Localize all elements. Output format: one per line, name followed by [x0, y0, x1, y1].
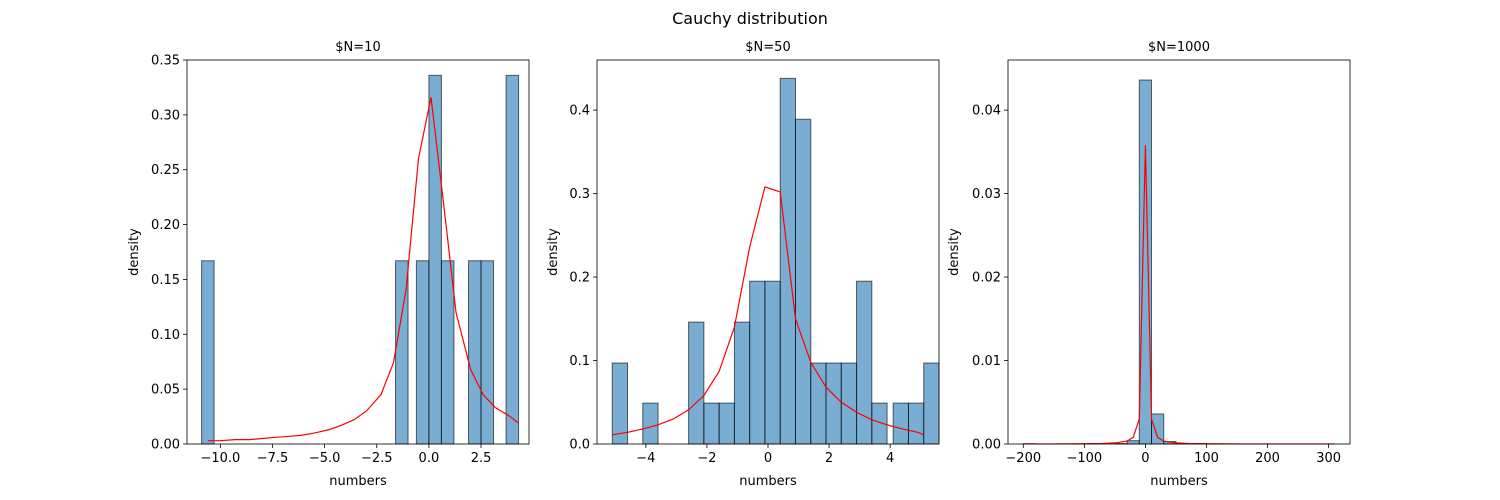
histogram-bar: [201, 260, 215, 445]
histogram-bar: [415, 260, 430, 445]
histogram-bar: [907, 402, 925, 445]
axes-frame: [186, 59, 530, 445]
histogram-bar: [480, 260, 495, 445]
histogram-panel-n10: $N=10 −10.0 −7.5 −5.0 −2.5 0.0 2.5 0.00 0.05 0.1…: [127, 40, 530, 489]
panel-title: $N=1000: [1148, 40, 1210, 55]
x-tick-label: 2.5: [471, 451, 492, 466]
x-tick-label: −100: [1066, 451, 1102, 466]
histogram-bar: [688, 321, 705, 445]
y-tick-label: 0.01: [972, 354, 1001, 369]
y-tick-label: 0.00: [972, 438, 1001, 453]
y-tick-label: 0.03: [972, 187, 1001, 202]
x-tick-label: 0.0: [419, 451, 440, 466]
y-tick-label: 0.2: [569, 271, 590, 286]
x-tick-label: 2: [825, 451, 833, 466]
y-tick-label: 0.30: [151, 108, 180, 123]
x-tick-label: 4: [886, 451, 894, 466]
figure-title: Cauchy distribution: [672, 9, 828, 28]
histogram-panel-n1000: $N=1000 −200 −100 0 100 200 300 0.00 0.01 0.02 0.…: [947, 40, 1351, 489]
x-tick-label: 0: [764, 451, 772, 466]
panel-title: $N=10: [335, 40, 380, 55]
histogram-bar: [779, 77, 796, 445]
y-tick-label: 0.00: [151, 438, 180, 453]
x-tick-label: 200: [1255, 451, 1280, 466]
y-tick-label: 0.4: [569, 104, 590, 119]
histogram-bar: [642, 402, 659, 445]
y-tick-label: 0.05: [151, 383, 180, 398]
panel-title: $N=50: [745, 40, 790, 55]
pdf-line: [612, 186, 924, 436]
x-tick-label: −2: [697, 451, 716, 466]
histogram-bar: [856, 280, 873, 445]
x-tick-label: −2.5: [361, 451, 393, 466]
histogram-bar: [440, 260, 455, 445]
plot-area: −10.0 −7.5 −5.0 −2.5 0.0 2.5 0.00 0.05 0.10 0.15 0…: [151, 54, 530, 466]
x-tick-label: 300: [1316, 451, 1341, 466]
histogram-bar: [468, 260, 482, 445]
histogram-bar: [703, 402, 720, 445]
y-tick-label: 0.3: [569, 187, 590, 202]
x-axis-label: numbers: [739, 474, 797, 489]
plot-area: −4 −2 0 2 4 0.0 0.1 0.2 0.3 0.4: [569, 59, 940, 466]
x-tick-label: 0: [1141, 451, 1149, 466]
y-tick-label: 0.02: [972, 271, 1001, 286]
x-tick-label: 100: [1194, 451, 1219, 466]
histogram-bar: [505, 74, 520, 445]
histogram-bar: [718, 402, 735, 445]
histogram-bar: [923, 362, 940, 445]
x-tick-label: −7.5: [257, 451, 289, 466]
y-tick-label: 0.20: [151, 218, 180, 233]
histogram-bar: [611, 362, 629, 445]
y-tick-label: 0.35: [151, 54, 180, 69]
y-tick-label: 0.25: [151, 163, 180, 178]
histogram-bar: [749, 280, 766, 445]
axes-frame: [1007, 59, 1351, 445]
pdf-line: [207, 97, 519, 442]
histogram-bar: [892, 402, 909, 445]
x-axis-label: numbers: [1150, 474, 1208, 489]
histogram-bar: [1126, 440, 1140, 445]
histogram-bar: [733, 321, 751, 445]
pdf-line: [1023, 145, 1335, 445]
histogram-bar: [825, 362, 842, 445]
y-tick-label: 0.0: [569, 438, 590, 453]
y-axis-label: density: [127, 228, 142, 276]
x-tick-label: −200: [1005, 451, 1041, 466]
plot-area: −200 −100 0 100 200 300 0.00 0.01 0.02 0.03 0.04: [972, 59, 1351, 466]
x-tick-label: −10.0: [200, 451, 240, 466]
y-tick-label: 0.15: [151, 273, 180, 288]
histogram-bar: [1138, 79, 1153, 445]
x-axis-label: numbers: [329, 474, 387, 489]
y-axis-label: density: [947, 228, 962, 276]
y-axis-label: density: [546, 228, 561, 276]
y-tick-label: 0.10: [151, 328, 180, 343]
x-tick-label: −5.0: [309, 451, 341, 466]
histogram-bar: [794, 118, 812, 445]
y-tick-label: 0.04: [972, 104, 1001, 119]
x-tick-label: −4: [636, 451, 655, 466]
histogram-bar: [764, 280, 781, 445]
histogram-panel-n50: $N=50 −4 −2 0 2 4 0.0 0.1 0.2 0.3 0.4 numbers den…: [546, 40, 940, 489]
y-tick-label: 0.1: [569, 354, 590, 369]
